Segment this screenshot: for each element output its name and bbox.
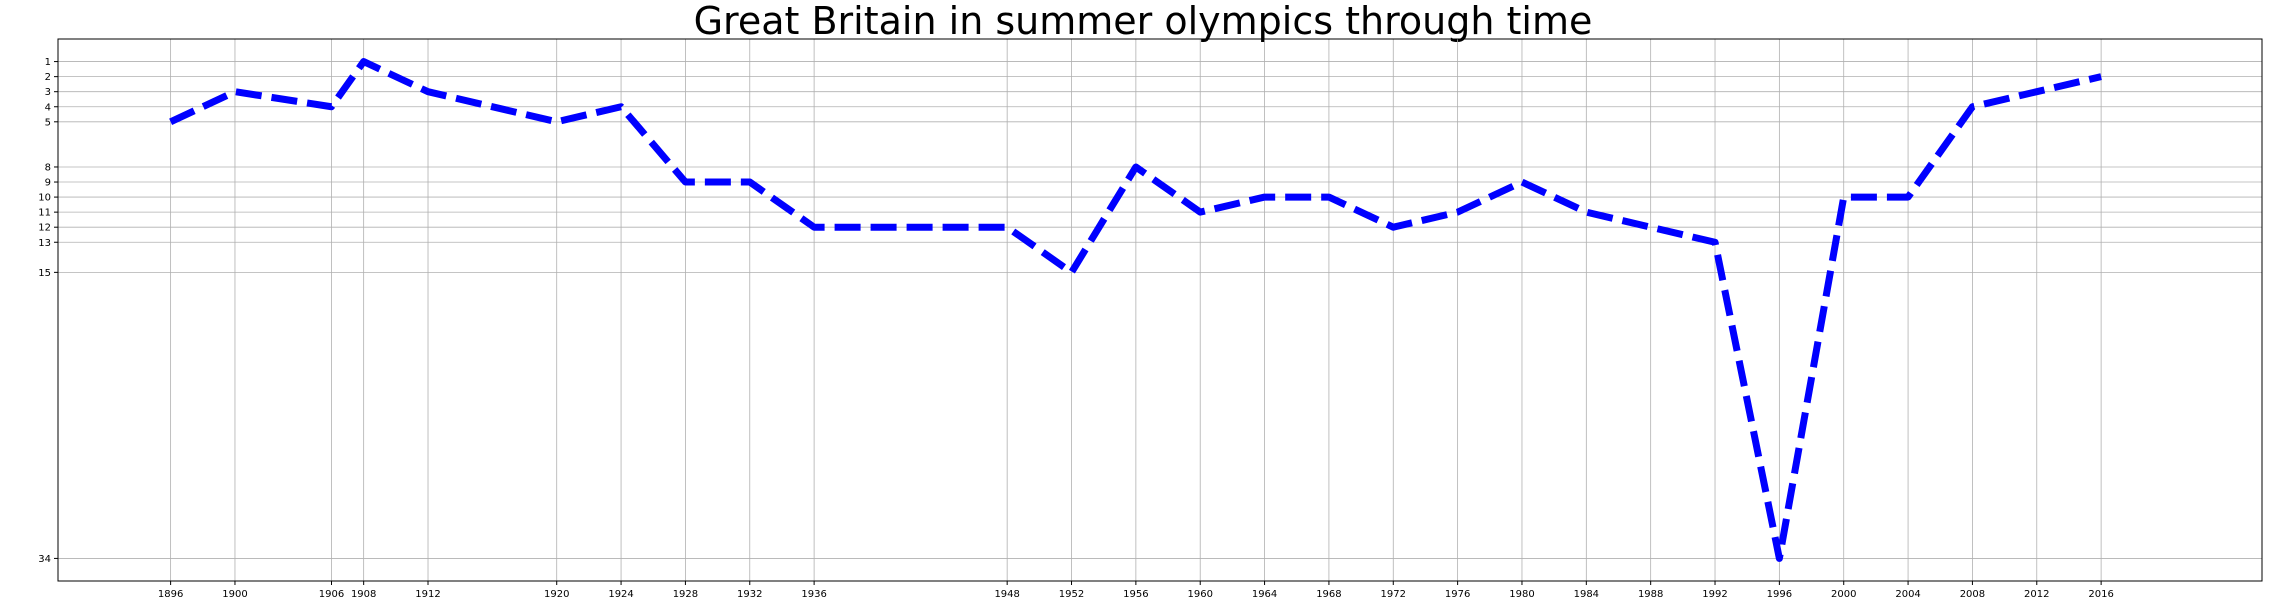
- y-tick-label: 12: [38, 223, 51, 234]
- x-tick-label: 1964: [1252, 589, 1277, 600]
- y-tick-label: 15: [38, 268, 51, 279]
- x-tick-label: 2012: [2024, 589, 2049, 600]
- chart-title: Great Britain in summer olympics through…: [694, 0, 1593, 43]
- x-tick-label: 2016: [2088, 589, 2113, 600]
- y-tick-label: 5: [45, 117, 51, 128]
- y-tick-label: 2: [45, 72, 51, 83]
- x-tick-label: 1988: [1638, 589, 1663, 600]
- y-tick-label: 3: [45, 87, 51, 98]
- x-tick-label: 1908: [351, 589, 376, 600]
- x-tick-label: 2000: [1831, 589, 1856, 600]
- series-line: [169, 58, 2102, 562]
- x-tick-label: 1976: [1445, 589, 1470, 600]
- x-tick-label: 1928: [673, 589, 698, 600]
- x-tick-label: 1996: [1767, 589, 1792, 600]
- x-tick-label: 1912: [415, 589, 440, 600]
- x-tick-label: 1906: [319, 589, 344, 600]
- y-tick-label: 8: [45, 162, 51, 173]
- grid-lines: [58, 39, 2262, 581]
- x-tick-label: 1984: [1574, 589, 1599, 600]
- x-tick-label: 1896: [158, 589, 183, 600]
- x-tick-label: 2004: [1895, 589, 1920, 600]
- x-tick-label: 2008: [1960, 589, 1985, 600]
- y-tick-label: 1: [45, 57, 51, 68]
- y-tick-label: 4: [45, 102, 51, 113]
- y-tick-label: 9: [45, 178, 51, 189]
- x-tick-label: 1956: [1123, 589, 1148, 600]
- y-tick-label: 11: [38, 208, 51, 219]
- x-tick-label: 1952: [1059, 589, 1084, 600]
- x-tick-label: 1960: [1187, 589, 1212, 600]
- x-axis: 1896 1900 1906 1908 1912 1920 1924 1928 1932 1936…: [158, 581, 2114, 600]
- x-tick-label: 1968: [1316, 589, 1341, 600]
- x-tick-label: 1920: [544, 589, 569, 600]
- x-tick-label: 1932: [737, 589, 762, 600]
- x-tick-label: 1980: [1509, 589, 1534, 600]
- x-tick-label: 1992: [1702, 589, 1727, 600]
- y-tick-label: 13: [38, 238, 51, 249]
- x-tick-label: 1924: [608, 589, 633, 600]
- x-tick-label: 1972: [1381, 589, 1406, 600]
- y-tick-label: 10: [38, 193, 51, 204]
- x-tick-label: 1900: [222, 589, 247, 600]
- data-points: [170, 61, 2102, 559]
- x-tick-label: 1948: [994, 589, 1019, 600]
- plot-frame: [57, 38, 2263, 582]
- y-tick-label: 34: [38, 554, 51, 565]
- x-tick-label: 1936: [801, 589, 826, 600]
